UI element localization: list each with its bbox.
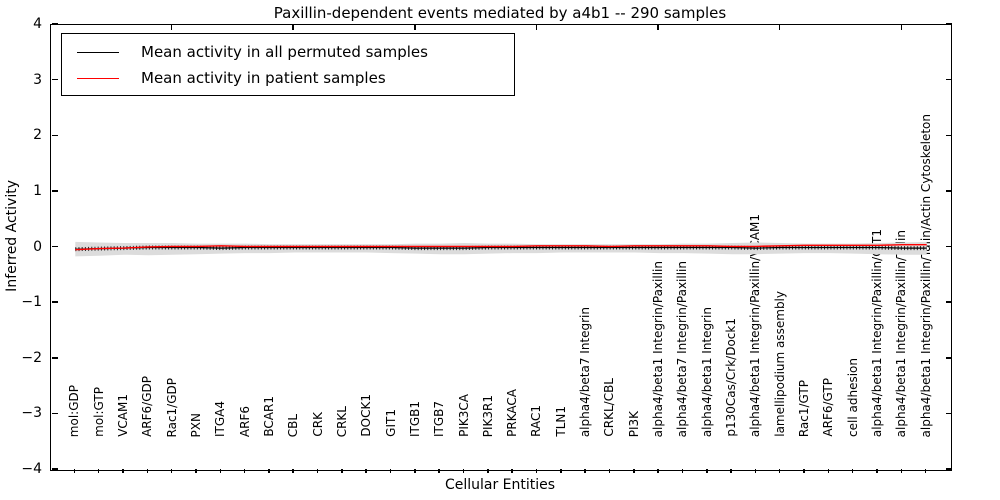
legend-line-permuted <box>77 51 119 53</box>
permuted-mean-line <box>75 246 927 250</box>
x-entity-tick <box>487 469 489 473</box>
x-entity-tick <box>657 469 659 473</box>
y-tick-label: −2 <box>21 349 42 366</box>
x-entity-tick <box>170 469 173 473</box>
x-entity-tick <box>633 469 635 473</box>
y-tick <box>51 23 58 25</box>
x-major-tick <box>414 24 416 30</box>
x-major-tick <box>900 24 903 30</box>
x-entity-tick <box>851 469 854 473</box>
x-entity-tick <box>706 469 708 473</box>
x-major-tick <box>292 24 294 30</box>
x-entity-tick <box>365 469 367 473</box>
x-entity-tick <box>268 469 270 473</box>
x-entity-tick <box>535 469 538 473</box>
x-entity-tick <box>462 469 465 473</box>
legend-label-patient: Mean activity in patient samples <box>141 69 386 87</box>
chart-title: Paxillin-dependent events mediated by a4… <box>273 4 727 22</box>
y-tick <box>51 357 58 359</box>
x-entity-tick <box>924 469 927 473</box>
x-entity-tick <box>803 469 805 473</box>
chart-canvas <box>75 241 927 257</box>
y-tick-label: −3 <box>21 405 42 422</box>
x-entity-tick <box>681 469 684 473</box>
x-entity-tick <box>219 469 222 473</box>
y-tick <box>51 412 58 415</box>
x-major-tick <box>535 24 538 30</box>
x-entity-tick <box>292 469 294 473</box>
x-major-tick <box>657 24 659 30</box>
y-tick <box>945 245 952 248</box>
y-tick-label: −4 <box>21 461 42 477</box>
y-tick <box>51 245 58 248</box>
legend-item-patient: Mean activity in patient samples <box>62 65 514 91</box>
x-entity-tick <box>876 469 878 473</box>
y-tick <box>51 134 58 136</box>
legend: Mean activity in all permuted samples Me… <box>61 33 515 96</box>
y-tick <box>51 190 58 192</box>
x-entity-tick <box>827 469 830 473</box>
y-tick <box>945 301 952 303</box>
x-entity-tick <box>97 469 100 473</box>
y-tick <box>945 468 952 470</box>
y-tick <box>51 468 58 470</box>
x-entity-tick <box>730 469 732 473</box>
x-entity-tick <box>341 469 343 473</box>
y-tick-label: 0 <box>33 238 42 255</box>
patient-mean-line <box>75 243 927 251</box>
x-major-tick <box>778 24 781 30</box>
x-entity-tick <box>243 469 246 473</box>
y-tick <box>945 190 952 192</box>
legend-label-permuted: Mean activity in all permuted samples <box>141 43 428 61</box>
x-entity-tick <box>778 469 781 473</box>
x-entity-tick <box>414 469 416 473</box>
y-tick-label: −1 <box>21 294 42 311</box>
plot-area: mol:GDP mol:GTP VCAM1 ARF6/GDP Rac1/GDP PXN IT… <box>50 24 952 471</box>
y-tick <box>945 357 952 359</box>
x-entity-tick <box>438 469 440 473</box>
legend-item-permuted: Mean activity in all permuted samples <box>62 39 514 65</box>
y-tick <box>945 134 952 136</box>
x-entity-tick <box>511 469 513 473</box>
y-tick-label: 1 <box>33 182 42 199</box>
x-major-tick <box>170 24 173 30</box>
legend-line-patient <box>77 77 119 79</box>
x-entity-tick <box>754 469 757 473</box>
y-tick-label: 2 <box>33 127 42 144</box>
y-tick <box>51 78 58 81</box>
x-entity-tick <box>122 469 124 473</box>
x-entity-tick <box>195 469 197 473</box>
y-tick <box>51 301 58 303</box>
x-axis-label: Cellular Entities <box>444 477 556 493</box>
y-tick-label: 3 <box>33 71 42 88</box>
x-entity-tick <box>73 469 76 473</box>
x-entity-tick <box>560 469 562 473</box>
x-entity-tick <box>584 469 586 473</box>
y-tick <box>945 412 952 415</box>
y-tick <box>945 23 952 25</box>
x-entity-tick <box>900 469 903 473</box>
x-entity-tick <box>146 469 149 473</box>
x-entity-tick <box>389 469 392 473</box>
x-entity-tick <box>608 469 611 473</box>
x-entity-tick <box>316 469 319 473</box>
y-tick <box>945 78 952 81</box>
y-tick-label: 4 <box>33 16 42 32</box>
